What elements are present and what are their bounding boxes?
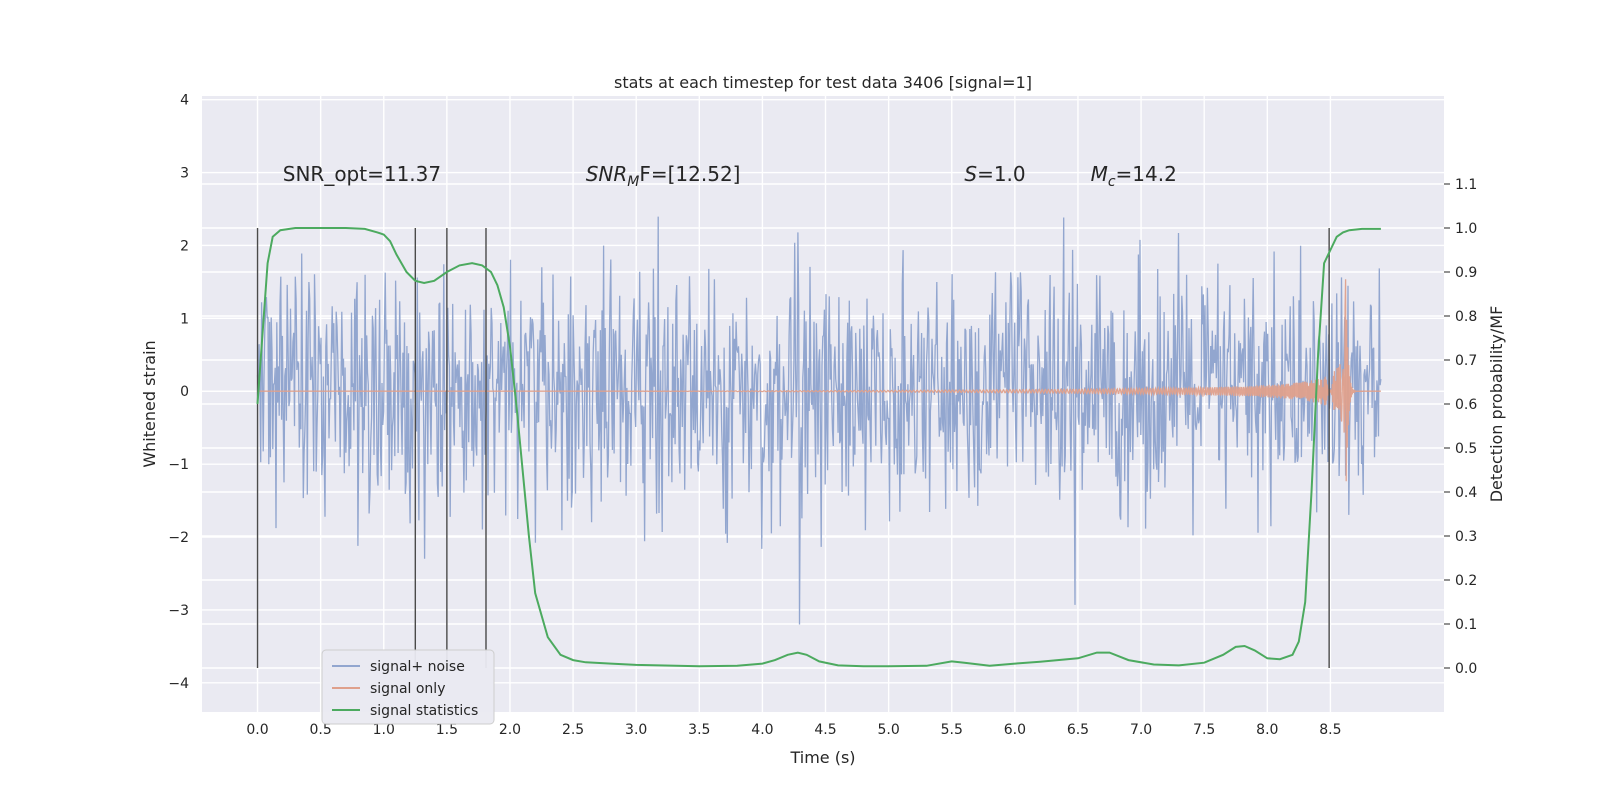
y2-tick-label: 0.1 <box>1455 617 1477 633</box>
annotation: SNRMF=[12.52] <box>586 162 741 190</box>
y2-tick-label: 0.2 <box>1455 573 1477 589</box>
legend-label: signal statistics <box>370 703 478 719</box>
x-tick-label: 4.0 <box>751 722 773 738</box>
x-tick-label: 8.0 <box>1256 722 1278 738</box>
y-tick-label: −2 <box>168 530 189 546</box>
y2-tick-label: 0.3 <box>1455 529 1477 545</box>
y-tick-label: −4 <box>168 676 189 692</box>
x-tick-label: 4.5 <box>814 722 836 738</box>
x-tick-label: 7.5 <box>1193 722 1215 738</box>
x-tick-label: 2.0 <box>499 722 521 738</box>
y-tick-label: 3 <box>180 166 189 182</box>
y-tick-label: −1 <box>168 457 189 473</box>
y2-tick-label: 0.7 <box>1455 353 1477 369</box>
x-axis-label: Time (s) <box>789 748 855 767</box>
y-tick-label: −3 <box>168 603 189 619</box>
annotation: S=1.0 <box>964 162 1025 186</box>
x-tick-label: 7.0 <box>1130 722 1152 738</box>
y2-tick-label: 1.0 <box>1455 221 1477 237</box>
y2-tick-label: 0.9 <box>1455 265 1477 281</box>
y2-axis-label: Detection probability/MF <box>1487 306 1506 503</box>
y2-tick-label: 0.0 <box>1455 661 1477 677</box>
x-tick-label: 6.0 <box>1004 722 1026 738</box>
y-tick-label: 4 <box>180 93 189 109</box>
x-tick-label: 3.0 <box>625 722 647 738</box>
legend-label: signal only <box>370 681 445 697</box>
y-tick-label: 2 <box>180 238 189 254</box>
x-tick-label: 8.5 <box>1319 722 1341 738</box>
x-tick-label: 6.5 <box>1067 722 1089 738</box>
y2-tick-label: 0.8 <box>1455 309 1477 325</box>
y-axis-label: Whitened strain <box>140 340 159 467</box>
y2-tick-label: 0.5 <box>1455 441 1477 457</box>
x-tick-label: 2.5 <box>562 722 584 738</box>
annotation: SNR_opt=11.37 <box>283 162 441 186</box>
y2-tick-label: 1.1 <box>1455 177 1477 193</box>
x-tick-label: 3.5 <box>688 722 710 738</box>
legend: signal+ noise signal only signal statistic… <box>322 650 494 724</box>
y2-tick-label: 0.4 <box>1455 485 1477 501</box>
chart-title: stats at each timestep for test data 340… <box>614 73 1032 92</box>
legend-label: signal+ noise <box>370 659 465 675</box>
x-tick-label: 5.0 <box>878 722 900 738</box>
x-tick-label: 0.0 <box>246 722 268 738</box>
x-tick-label: 5.5 <box>941 722 963 738</box>
y-tick-label: 0 <box>180 384 189 400</box>
chart: 0.0 0.5 1.0 1.5 2.0 2.5 3.0 3.5 4.0 4.5 5.0 5.5 6.0 6… <box>0 0 1600 800</box>
y-tick-label: 1 <box>180 311 189 327</box>
annotation: Mc=14.2 <box>1091 162 1177 190</box>
y2-tick-label: 0.6 <box>1455 397 1477 413</box>
